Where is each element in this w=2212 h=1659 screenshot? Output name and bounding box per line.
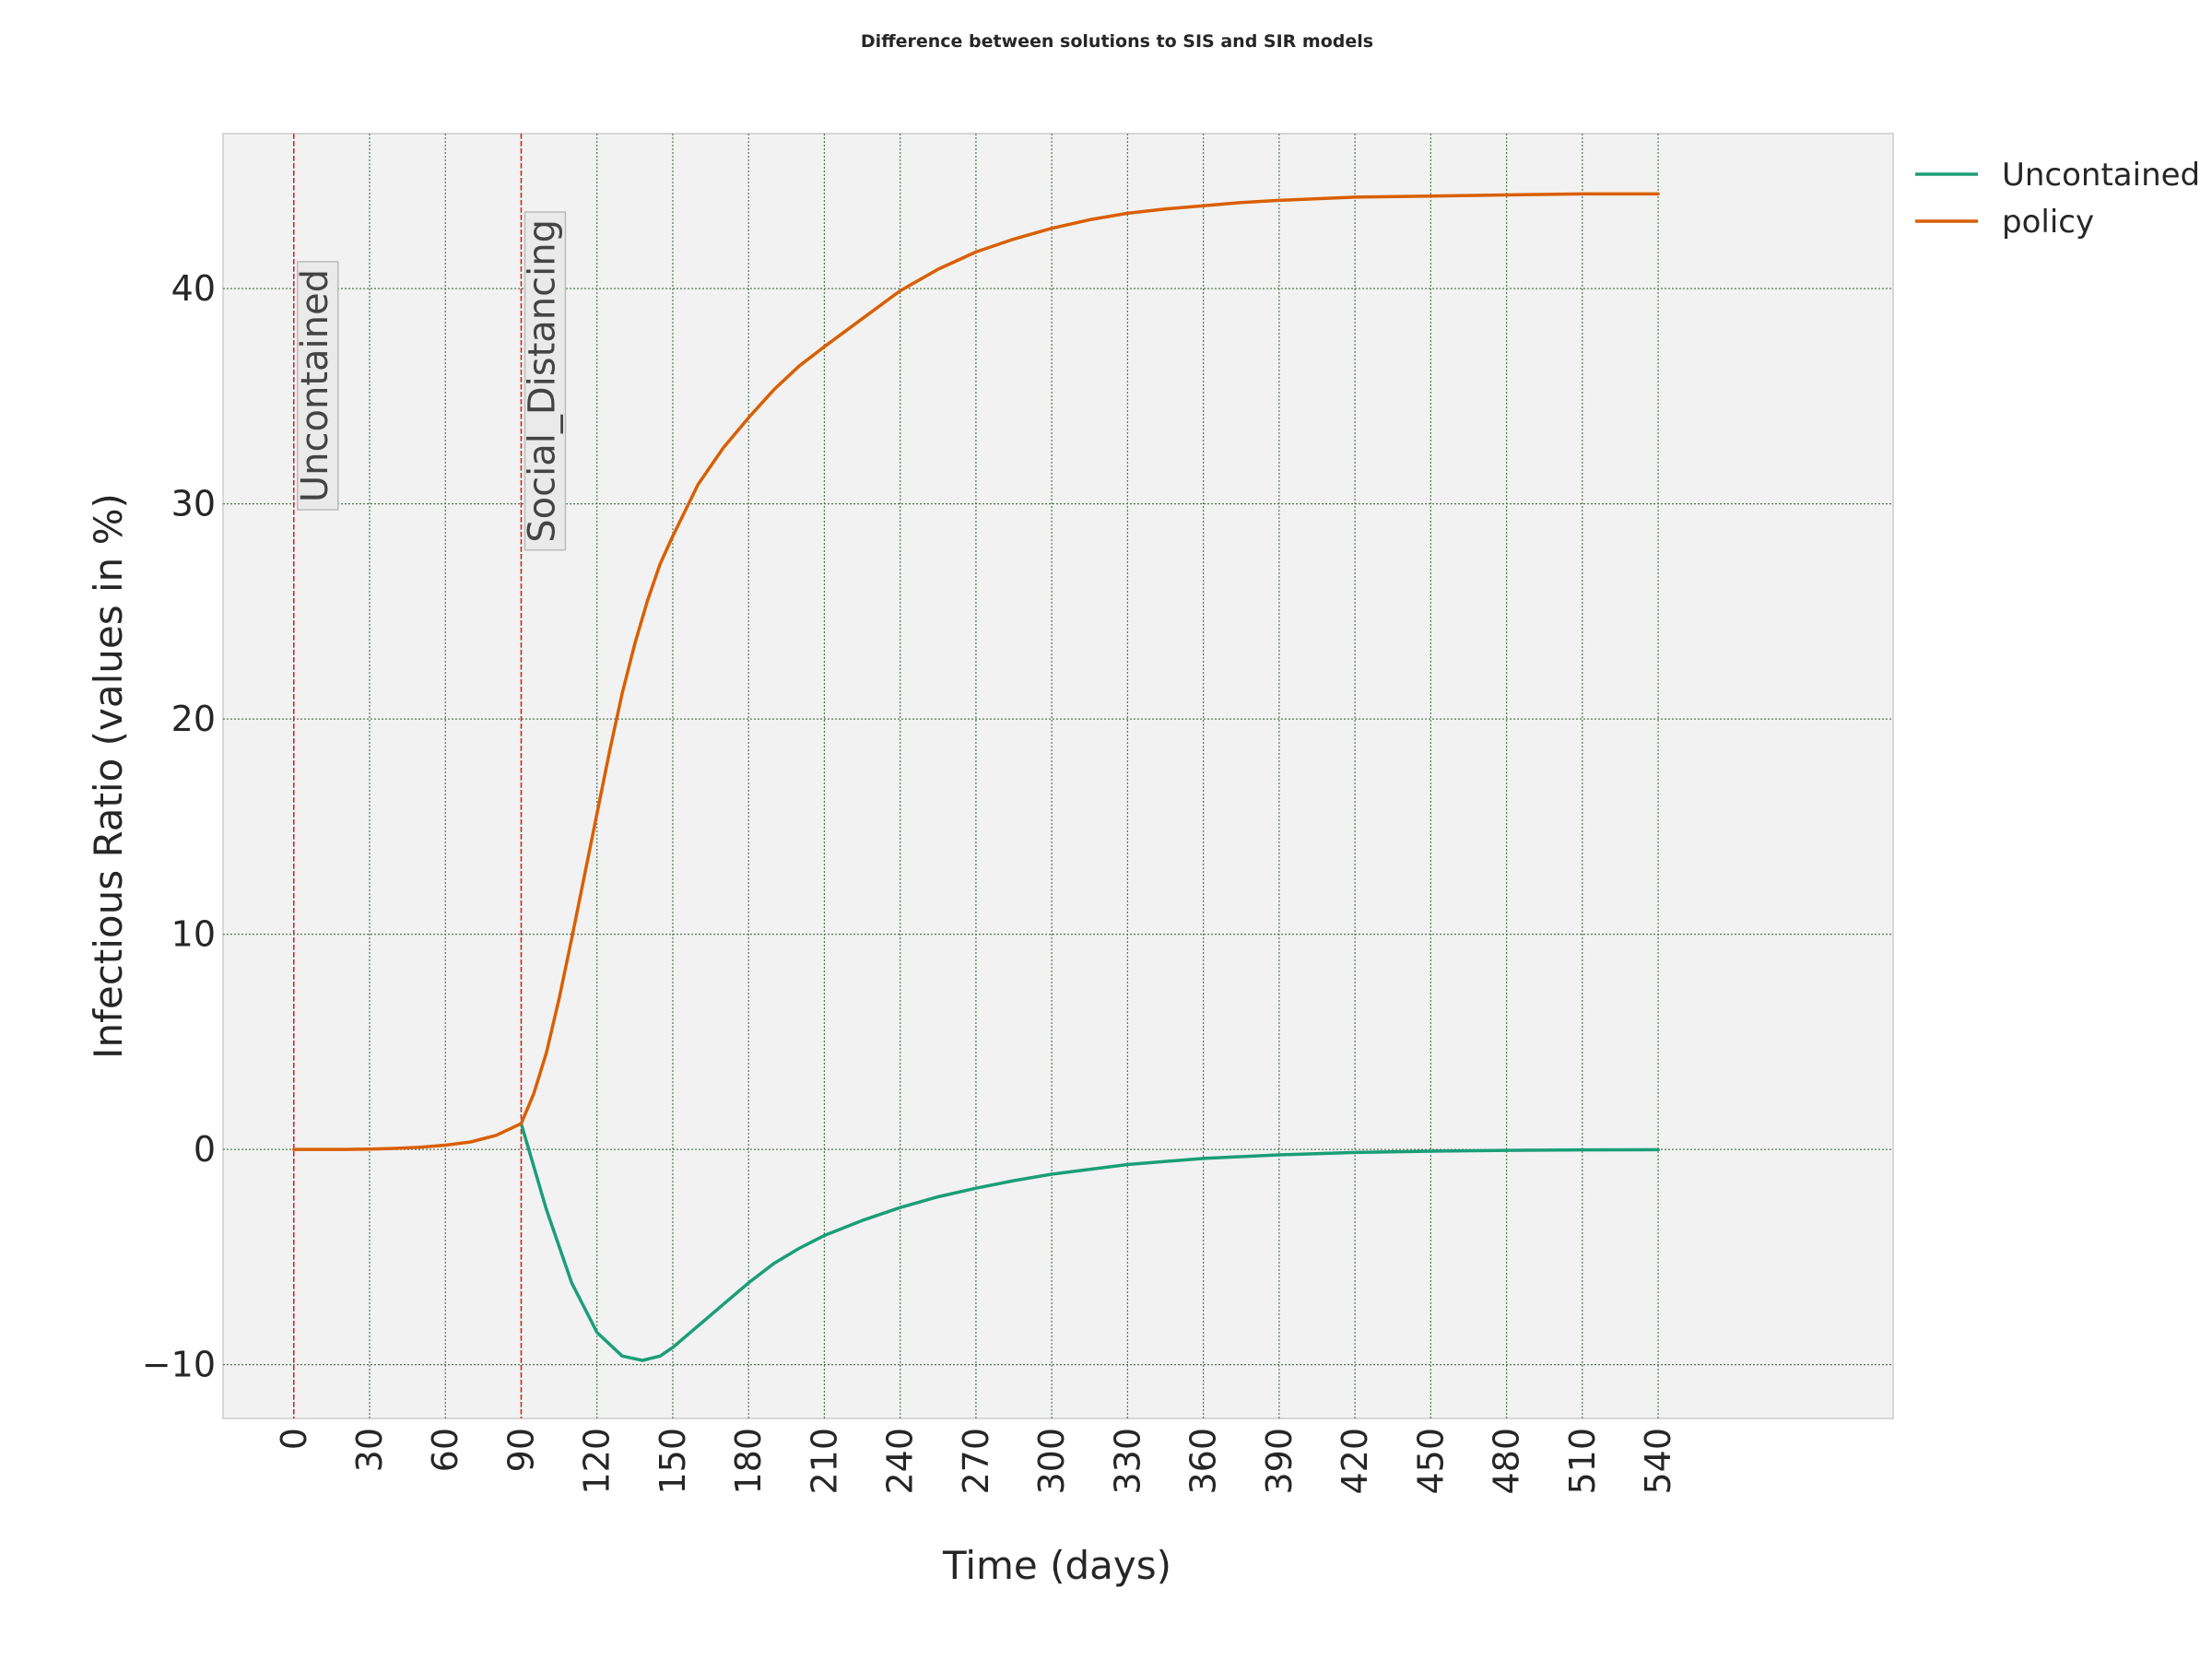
x-tick-label-2: 60 (425, 1428, 465, 1472)
x-tick-label-6: 180 (728, 1428, 769, 1495)
x-tick-label-10: 300 (1031, 1428, 1072, 1495)
y-tick-label-5: 40 (171, 268, 216, 309)
x-axis-label: Time (days) (942, 1543, 1171, 1588)
series-line-policy (292, 192, 1660, 1151)
chart-title: Difference between solutions to SIS and … (861, 31, 1373, 52)
x-tick-label-11: 330 (1107, 1428, 1147, 1495)
x-tick-label-16: 480 (1487, 1428, 1527, 1495)
x-tick-label-12: 360 (1183, 1428, 1224, 1495)
series-lines (292, 192, 1660, 1362)
annotation-label-0: Uncontained (294, 269, 336, 502)
y-tick-label-3: 20 (171, 699, 216, 739)
x-tick-labels: 0 30 60 90 120 150 180 210 240 270 300 330 360 390 420… (274, 1428, 1678, 1495)
x-tick-label-3: 90 (500, 1428, 541, 1472)
x-tick-label-18: 540 (1638, 1428, 1678, 1495)
legend-label-0: Uncontained (2002, 157, 2200, 194)
x-tick-label-13: 390 (1259, 1428, 1300, 1495)
annotation-box-0 (297, 261, 339, 511)
x-tick-label-8: 240 (880, 1428, 921, 1495)
annotation-box-1 (524, 211, 567, 551)
y-axis-label: Infectious Ratio (values in %) (86, 493, 131, 1059)
x-tick-label-15: 450 (1410, 1428, 1451, 1495)
y-tick-label-0: −10 (142, 1345, 216, 1385)
y-tick-labels: −10 0 10 20 30 40 (142, 268, 216, 1385)
legend: Uncontained policy (1915, 157, 2200, 241)
x-tick-label-7: 210 (804, 1428, 844, 1495)
x-tick-label-17: 510 (1562, 1428, 1603, 1495)
y-tick-label-1: 0 (194, 1129, 216, 1170)
x-tick-label-1: 30 (349, 1428, 390, 1472)
x-tick-label-5: 150 (653, 1428, 693, 1495)
y-tick-label-4: 30 (171, 484, 216, 524)
x-tick-label-4: 120 (577, 1428, 618, 1495)
plot-area (222, 133, 1894, 1419)
annotation-lines: Uncontained Social_Distancing (292, 134, 567, 1418)
x-tick-label-0: 0 (274, 1428, 314, 1450)
annotation-label-1: Social_Distancing (521, 219, 563, 543)
y-tick-label-2: 10 (171, 914, 216, 955)
legend-label-1: policy (2002, 204, 2094, 241)
x-tick-label-14: 420 (1335, 1428, 1375, 1495)
series-line-uncontained (519, 1122, 1660, 1362)
x-tick-label-9: 270 (956, 1428, 996, 1495)
grid (223, 134, 1893, 1418)
